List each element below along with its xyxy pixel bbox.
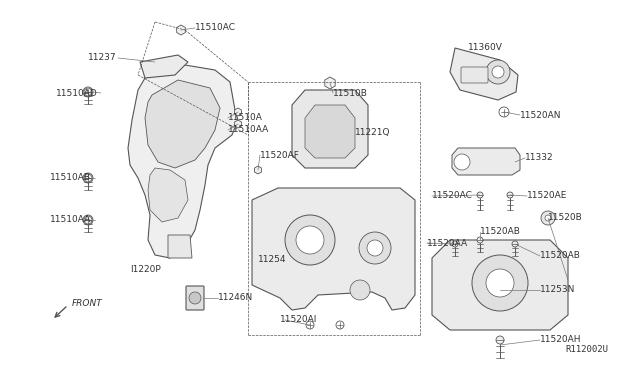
Polygon shape xyxy=(432,240,568,330)
Text: 11510AD: 11510AD xyxy=(56,89,98,97)
Circle shape xyxy=(359,232,391,264)
Circle shape xyxy=(492,66,504,78)
Text: 11520AF: 11520AF xyxy=(260,151,300,160)
Circle shape xyxy=(454,154,470,170)
Text: 11510AA: 11510AA xyxy=(50,215,92,224)
Text: 11520AB: 11520AB xyxy=(540,251,581,260)
Polygon shape xyxy=(234,108,241,116)
Circle shape xyxy=(84,88,92,96)
Circle shape xyxy=(350,280,370,300)
Text: R112002U: R112002U xyxy=(565,345,608,354)
Text: 11520AH: 11520AH xyxy=(540,336,582,344)
Text: 11510AA: 11510AA xyxy=(228,125,269,135)
Circle shape xyxy=(452,241,458,247)
Text: 11246N: 11246N xyxy=(218,294,253,302)
Text: 11520AI: 11520AI xyxy=(280,315,317,324)
Polygon shape xyxy=(325,77,335,89)
Polygon shape xyxy=(140,55,188,78)
Text: 11520AE: 11520AE xyxy=(527,192,568,201)
Text: 11520AN: 11520AN xyxy=(520,110,561,119)
Polygon shape xyxy=(255,166,262,174)
Text: 11237: 11237 xyxy=(88,54,116,62)
FancyBboxPatch shape xyxy=(461,67,488,83)
Text: 11510B: 11510B xyxy=(333,89,368,97)
Circle shape xyxy=(189,292,201,304)
Polygon shape xyxy=(234,120,241,128)
Circle shape xyxy=(512,241,518,247)
Circle shape xyxy=(472,255,528,311)
Circle shape xyxy=(486,269,514,297)
Polygon shape xyxy=(252,188,415,310)
Text: 11332: 11332 xyxy=(525,154,554,163)
Text: 11221Q: 11221Q xyxy=(355,128,390,137)
Circle shape xyxy=(84,174,92,182)
Circle shape xyxy=(507,192,513,198)
Text: 11253N: 11253N xyxy=(540,285,575,295)
Text: 11510AB: 11510AB xyxy=(50,173,91,183)
Circle shape xyxy=(477,237,483,243)
Polygon shape xyxy=(145,80,220,168)
Polygon shape xyxy=(452,148,520,175)
Circle shape xyxy=(367,240,383,256)
Text: I1220P: I1220P xyxy=(130,266,161,275)
Polygon shape xyxy=(305,105,355,158)
Text: 11360V: 11360V xyxy=(468,44,503,52)
Text: 11510A: 11510A xyxy=(228,113,263,122)
Polygon shape xyxy=(128,65,238,258)
Text: FRONT: FRONT xyxy=(72,298,103,308)
Text: 11520AA: 11520AA xyxy=(427,238,468,247)
Circle shape xyxy=(496,336,504,344)
Polygon shape xyxy=(450,48,518,100)
Polygon shape xyxy=(292,90,368,168)
Circle shape xyxy=(296,226,324,254)
Text: 11520AC: 11520AC xyxy=(432,192,473,201)
Circle shape xyxy=(541,211,555,225)
Circle shape xyxy=(477,192,483,198)
Circle shape xyxy=(285,215,335,265)
Polygon shape xyxy=(177,25,186,35)
Polygon shape xyxy=(148,168,188,222)
Text: 11520B: 11520B xyxy=(548,214,583,222)
Circle shape xyxy=(486,60,510,84)
Polygon shape xyxy=(168,235,192,258)
Text: 11520AB: 11520AB xyxy=(480,228,521,237)
Text: 11510AC: 11510AC xyxy=(195,23,236,32)
Text: 11254: 11254 xyxy=(258,256,287,264)
Circle shape xyxy=(84,216,92,224)
Circle shape xyxy=(545,215,551,221)
FancyBboxPatch shape xyxy=(186,286,204,310)
